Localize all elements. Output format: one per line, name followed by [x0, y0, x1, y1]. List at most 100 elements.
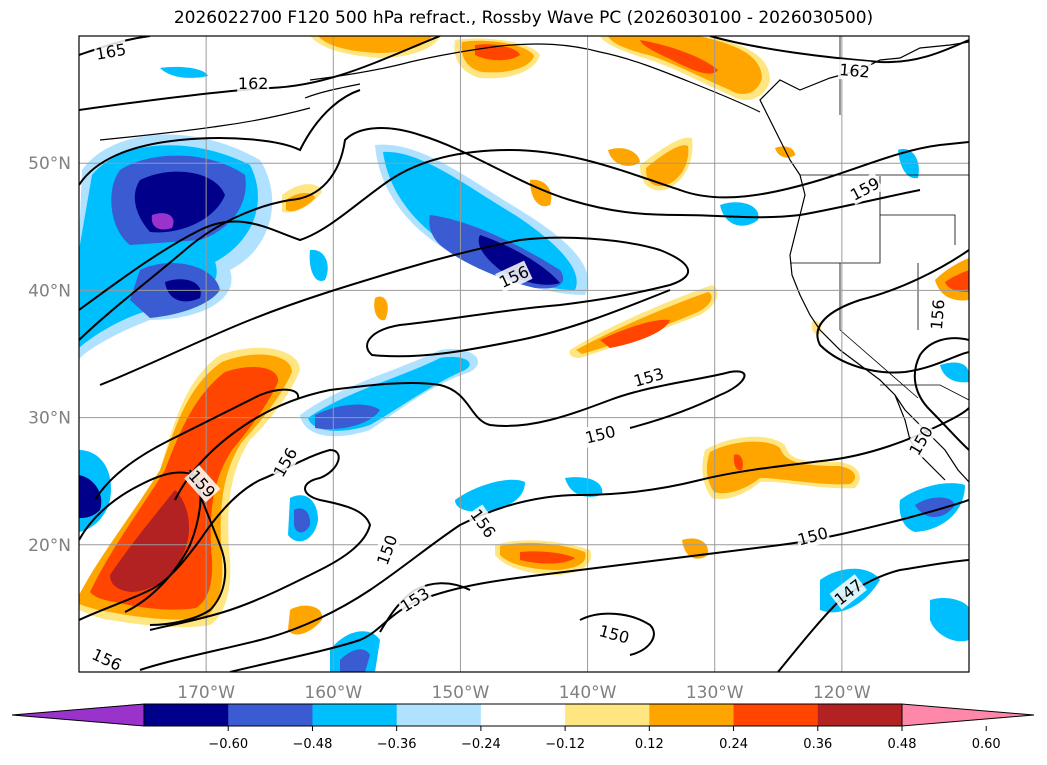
shade-blob: [945, 270, 969, 292]
shade-blob: [288, 605, 323, 635]
shade-blob: [160, 66, 208, 78]
chart-title: 2026022700 F120 500 hPa refract., Rossby…: [173, 8, 874, 28]
colorbar-tick-label: −0.48: [293, 737, 333, 752]
contour-label-bg: [184, 465, 221, 503]
shade-blob: [478, 235, 560, 285]
contour-line: [913, 337, 969, 451]
contour-label-text: 162: [238, 74, 269, 93]
colorbar-swatch: [144, 704, 229, 726]
shade-blob: [930, 597, 969, 642]
border-state: [839, 263, 919, 399]
contour-label-bg: [794, 522, 831, 550]
colorbar-tick-label: 0.12: [635, 737, 664, 752]
lon-tick-label: 160°W: [304, 683, 362, 703]
colorbar-tick-label: −0.60: [208, 737, 248, 752]
colorbar-tick-label: 0.36: [803, 737, 832, 752]
lon-tick-label: 170°W: [177, 683, 235, 703]
contour-label-bg: [395, 582, 434, 617]
colorbar-swatch: [649, 704, 735, 726]
contour-label-bg: [465, 504, 501, 543]
contour-line: [709, 36, 969, 64]
shade-blob: [309, 249, 328, 281]
contour-line: [229, 499, 969, 672]
contour-label-bg: [93, 38, 129, 64]
border-state: [880, 214, 956, 245]
contour-line: [139, 407, 969, 671]
shade-blob: [151, 213, 174, 230]
colorbar-extend-low: [11, 703, 145, 727]
lon-tick-label: 120°W: [813, 683, 871, 703]
contour-label-bg: [268, 443, 302, 481]
shade-blob: [720, 202, 759, 226]
lon-tick-label: 140°W: [559, 683, 617, 703]
shade-blob: [811, 320, 822, 335]
coastline-alaska: [309, 43, 761, 113]
contour-line: [79, 89, 361, 186]
contour-label-text: 156: [927, 299, 949, 331]
contour-label: 162: [237, 73, 270, 94]
contour-label-text: 162: [838, 60, 870, 82]
border-us-mexico: [880, 384, 969, 401]
contour-lines: [79, 36, 969, 672]
contour-line: [79, 448, 372, 631]
contour-label-bg: [904, 421, 938, 460]
shade-blob: [706, 441, 856, 494]
shade-blob: [940, 362, 969, 383]
colorbar-frame: [143, 703, 903, 727]
colorbar-swatch: [396, 704, 482, 726]
contour-line: [816, 249, 969, 374]
contour-label: 156: [925, 297, 949, 332]
gridlines: [79, 36, 969, 672]
colorbar: −0.60 −0.48 −0.36 −0.24 −0.12 0.12 0.24 0.36 0.4…: [11, 703, 1035, 752]
contour-label-bg: [837, 58, 872, 82]
colorbar-swatch: [228, 704, 313, 726]
contour-label-bg: [845, 172, 884, 205]
contour-line: [99, 236, 690, 386]
contour-label-bg: [88, 643, 126, 672]
colorbar-swatch: [733, 704, 819, 726]
shade-blob: [608, 148, 640, 166]
shade-blob: [565, 477, 603, 497]
shade-blob: [79, 475, 102, 518]
shade-blob: [340, 649, 370, 672]
colorbar-tick-label: 0.60: [972, 737, 1001, 752]
shade-blob: [110, 490, 190, 592]
contour-label-bg: [237, 73, 270, 94]
colorbar-extend-high: [901, 703, 1035, 727]
border-state: [790, 176, 881, 264]
contour-label-bg: [371, 531, 402, 569]
contour-label-bg: [829, 574, 867, 610]
contour-label: 162: [837, 58, 872, 82]
political-borders: [790, 36, 969, 401]
colorbar-swatch: [565, 704, 650, 726]
shade-blob: [733, 454, 743, 471]
contour-line: [79, 141, 969, 311]
latitude-labels: 20°N 30°N 40°N 50°N: [28, 154, 71, 556]
longitude-labels: 170°W 160°W 150°W 140°W 130°W 120°W: [177, 683, 871, 703]
shade-blob: [286, 193, 315, 212]
shade-blob: [374, 296, 388, 321]
lon-tick-label: 130°W: [686, 683, 744, 703]
contour-label-bg: [925, 297, 949, 332]
contour-label-bg: [596, 620, 633, 648]
shade-blob: [294, 508, 311, 533]
shade-blob: [640, 40, 718, 74]
shade-blob: [915, 497, 955, 518]
shaded-field: [79, 36, 969, 672]
colorbar-tick-label: −0.12: [545, 737, 585, 752]
colorbar-swatch: [480, 704, 566, 726]
shade-blob: [520, 551, 575, 564]
colorbar-tick-label: 0.48: [888, 737, 917, 752]
shade-blob: [600, 319, 670, 348]
contour-label-bg: [630, 362, 667, 391]
contour-label: 156: [268, 443, 302, 481]
shade-blob: [682, 538, 709, 559]
colorbar-tick-label: −0.36: [377, 737, 417, 752]
colorbar-tick-label: 0.24: [719, 737, 748, 752]
contour-line: [149, 469, 227, 626]
lon-tick-label: 150°W: [432, 683, 490, 703]
shade-blob: [315, 404, 380, 430]
shade-blob: [775, 146, 795, 158]
